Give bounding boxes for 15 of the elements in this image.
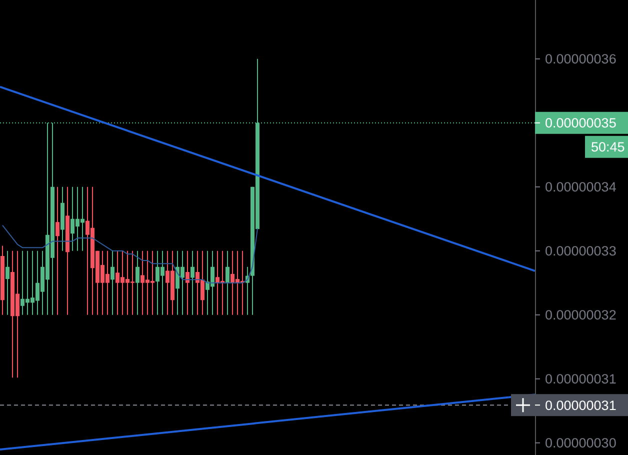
y-tick-label: 0.00000033: [545, 244, 616, 259]
candlestick: [226, 250, 230, 316]
candlestick: [110, 250, 114, 316]
y-tick-label: 0.00000031: [545, 372, 616, 387]
y-tick-label: 0.00000036: [545, 52, 616, 67]
y-tick-label: 0.00000034: [545, 180, 617, 195]
candlestick: [6, 250, 10, 316]
ref-line-label: 0.00000035: [545, 116, 616, 131]
y-tick-label: 0.00000032: [545, 308, 616, 323]
candlestick: [186, 250, 190, 316]
candlestick: [190, 250, 194, 316]
candlestick: [56, 186, 60, 316]
y-tick-label: 0.00000030: [545, 436, 616, 451]
text: 50:45: [591, 140, 625, 155]
candlestick: [136, 250, 140, 316]
